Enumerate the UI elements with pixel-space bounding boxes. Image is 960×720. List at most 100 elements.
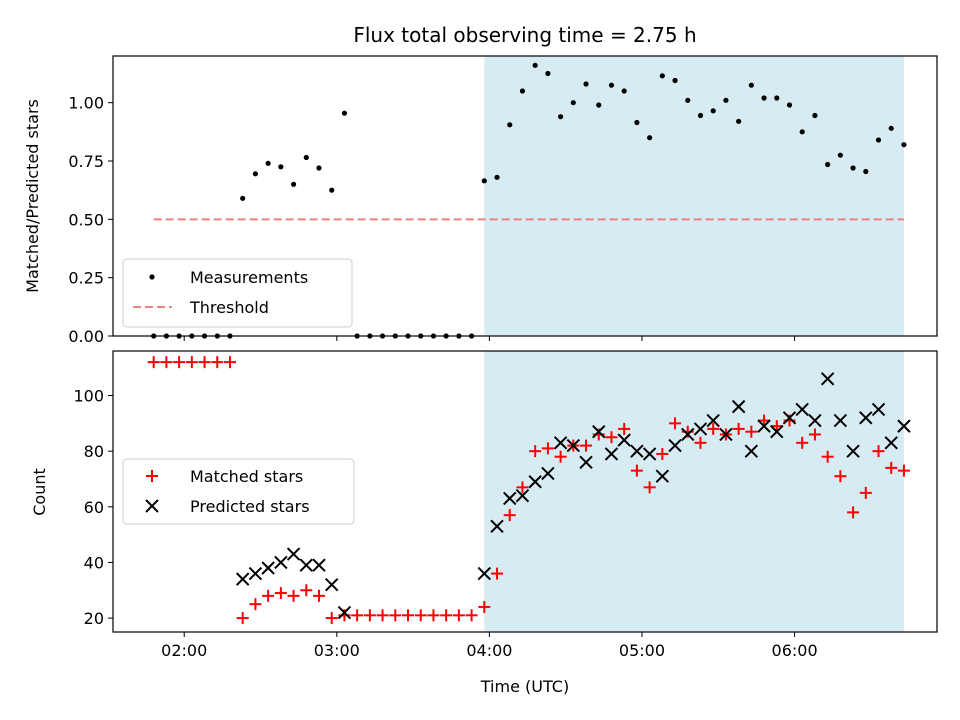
- matched-star-point: [732, 422, 745, 435]
- measurement-point: [341, 110, 348, 116]
- matched-star-point: [529, 445, 542, 458]
- matched-star-point: [389, 609, 402, 622]
- count-y-tick-label: 80: [84, 442, 104, 461]
- ratio-panel: 0.00 0.25 0.50 0.75 1.00 Flux total observin…: [23, 23, 938, 346]
- observing-window-span-bottom: [484, 351, 904, 632]
- legend-predicted-marker: [145, 499, 159, 513]
- legend-matched-label: Matched stars: [190, 467, 303, 486]
- measurement-point: [723, 97, 729, 103]
- matched-star-point: [491, 567, 504, 580]
- predicted-star-point: [286, 547, 301, 561]
- predicted-star-point: [859, 411, 873, 425]
- count-marks: [147, 356, 911, 625]
- legend-matched-marker: [146, 470, 158, 482]
- measurement-point: [519, 88, 526, 94]
- predicted-star-point: [579, 455, 593, 469]
- measurement-point: [875, 137, 882, 143]
- predicted-star-point: [261, 561, 275, 575]
- measurement-point: [570, 100, 576, 106]
- predicted-star-point: [782, 411, 797, 425]
- measurement-point: [888, 125, 894, 131]
- predicted-star-point: [515, 488, 530, 503]
- measurement-point: [608, 82, 615, 88]
- ratio-y-tick-label: 0.25: [68, 269, 104, 288]
- measurement-point: [786, 102, 793, 108]
- matched-star-point: [694, 436, 707, 449]
- predicted-star-point: [490, 519, 504, 533]
- ratio-legend-box: [122, 258, 353, 328]
- ratio-y-axis-label: Matched/Predicted stars: [23, 99, 42, 293]
- predicted-star-point: [566, 438, 581, 453]
- measurement-point: [672, 77, 678, 84]
- matched-star-point: [300, 584, 313, 597]
- predicted-star-point: [731, 399, 746, 414]
- predicted-star-point: [808, 413, 822, 428]
- predicted-star-point: [299, 558, 313, 572]
- measurement-point: [545, 70, 551, 77]
- measurement-point: [316, 165, 322, 171]
- count-y-tick-label: 100: [73, 387, 104, 406]
- legend-measurements-label: Measurements: [190, 268, 308, 287]
- measurement-point: [761, 95, 767, 101]
- predicted-star-point: [897, 419, 911, 433]
- measurement-point: [329, 187, 335, 193]
- matched-star-point: [758, 414, 771, 427]
- measurement-point: [812, 112, 818, 119]
- predicted-star-point: [604, 447, 619, 461]
- matched-star-point: [541, 442, 554, 455]
- matched-star-point: [274, 587, 287, 600]
- legend-threshold-label: Threshold: [189, 298, 269, 317]
- measurement-point: [507, 122, 513, 128]
- matched-star-point: [847, 506, 860, 519]
- measurement-point: [710, 108, 716, 114]
- measurement-point: [837, 152, 843, 158]
- predicted-star-point: [630, 444, 644, 458]
- predicted-star-point: [235, 572, 250, 586]
- count-y-tick-label: 40: [84, 553, 104, 572]
- predicted-star-point: [477, 566, 492, 581]
- measurement-point: [303, 154, 309, 161]
- matched-star-point: [287, 589, 300, 602]
- predicted-star-point: [312, 558, 326, 572]
- measurement-point: [558, 114, 564, 120]
- matched-star-point: [402, 609, 415, 622]
- matched-star-point: [580, 439, 593, 452]
- ratio-plot-frame: [112, 55, 938, 337]
- measurement-point: [290, 181, 297, 187]
- matched-star-point: [185, 356, 198, 369]
- matched-star-point: [554, 450, 567, 463]
- matched-star-point: [249, 598, 262, 611]
- matched-star-point: [516, 481, 529, 494]
- measurement-point: [265, 160, 271, 166]
- measurement-point: [736, 118, 742, 124]
- predicted-star-point: [655, 469, 670, 483]
- matched-star-point: [363, 609, 376, 622]
- predicted-star-point: [668, 438, 682, 453]
- measurement-point: [481, 178, 487, 184]
- matched-star-point: [834, 470, 847, 483]
- matched-star-point: [160, 356, 173, 369]
- legend-measurements-marker: [149, 274, 155, 280]
- matched-star-point: [605, 431, 618, 444]
- predicted-star-point: [681, 427, 695, 442]
- measurement-point: [685, 97, 691, 103]
- count-x-tick-label: 02:00: [161, 641, 207, 660]
- matched-star-point: [465, 609, 478, 622]
- matched-star-point: [859, 486, 872, 499]
- predicted-star-point: [795, 402, 809, 417]
- predicted-star-point: [706, 413, 720, 428]
- matched-star-point: [503, 509, 516, 522]
- matched-star-point: [452, 609, 465, 622]
- measurement-point: [863, 168, 869, 175]
- predicted-star-point: [884, 436, 898, 450]
- predicted-star-point: [274, 555, 288, 570]
- matched-star-point: [325, 612, 338, 625]
- matched-star-point: [618, 422, 631, 435]
- matched-star-point: [707, 422, 720, 435]
- predicted-star-point: [503, 491, 517, 506]
- count-x-tick-label: 06:00: [772, 641, 818, 660]
- count-x-axis-label: Time (UTC): [480, 677, 569, 696]
- predicted-star-point: [833, 413, 848, 428]
- measurement-point: [596, 102, 602, 108]
